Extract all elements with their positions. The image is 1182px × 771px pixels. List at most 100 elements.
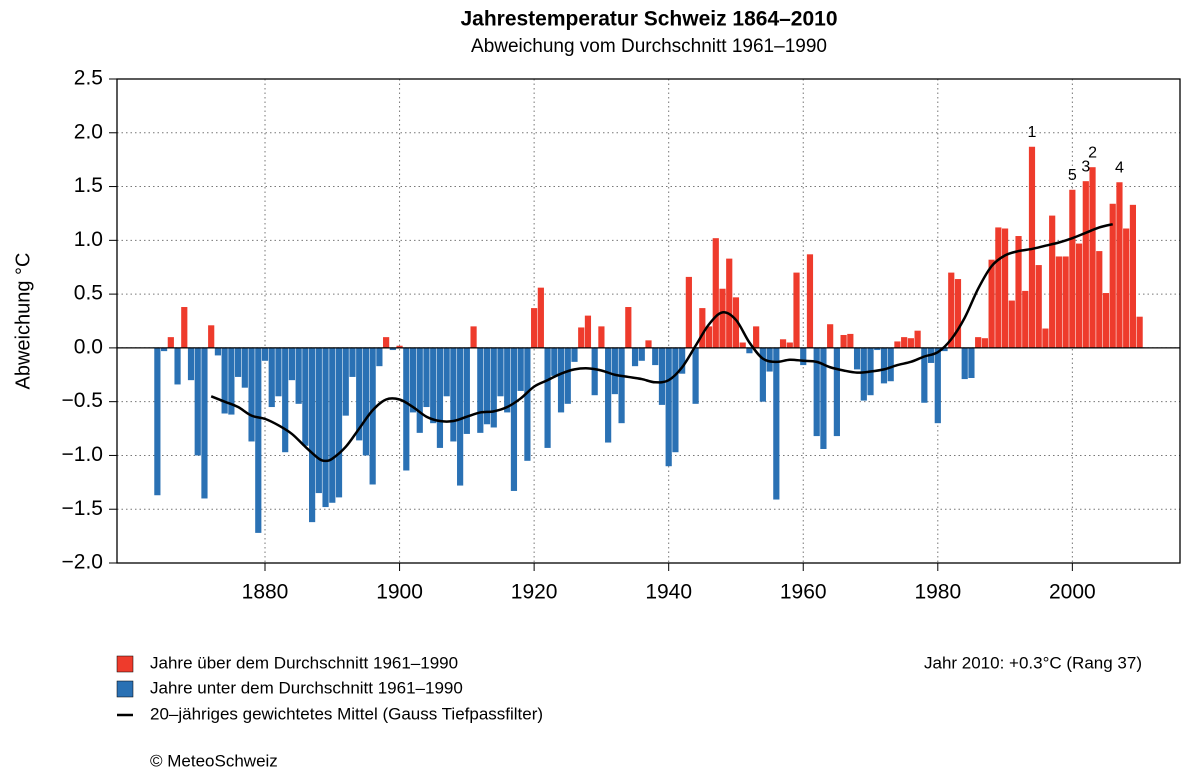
bar: [746, 347, 753, 354]
bar: [705, 326, 713, 348]
bar: [773, 347, 780, 500]
bar: [1049, 215, 1056, 348]
bar: [598, 326, 605, 348]
bar: [672, 347, 679, 453]
bar: [524, 347, 531, 461]
y-tick-label: −1.0: [62, 443, 103, 466]
bar: [685, 276, 692, 348]
bar: [968, 347, 975, 379]
bar: [840, 334, 847, 348]
legend-label: 20–jähriges gewichtetes Mittel (Gauss Ti…: [150, 704, 543, 723]
bar: [463, 347, 470, 434]
bar: [261, 347, 269, 361]
bar: [423, 347, 430, 408]
bar: [1001, 228, 1009, 348]
bar: [531, 308, 538, 348]
bar: [376, 347, 383, 367]
bar: [699, 308, 706, 348]
credit: © MeteoSchweiz: [150, 751, 278, 770]
bar: [860, 347, 867, 401]
bar: [161, 347, 168, 352]
bar: [181, 307, 188, 348]
y-tick-label: −0.5: [62, 389, 103, 412]
bar: [154, 347, 161, 496]
bar: [208, 325, 215, 348]
x-tick-label: 1980: [914, 581, 961, 604]
bar: [275, 347, 282, 397]
bar: [726, 258, 733, 348]
bar: [1129, 204, 1136, 348]
bar: [1109, 203, 1116, 348]
bar: [961, 347, 968, 380]
x-tick-label: 1960: [780, 581, 827, 604]
bar: [430, 347, 437, 424]
bar: [571, 347, 578, 362]
bar: [470, 326, 477, 348]
chart-subtitle: Abweichung vom Durchschnitt 1961–1990: [471, 36, 827, 57]
x-tick-label: 1940: [645, 581, 692, 604]
bar: [221, 347, 228, 414]
bar: [335, 347, 343, 498]
y-tick-label: −2.0: [62, 551, 103, 574]
bar: [732, 297, 740, 348]
bar: [349, 347, 356, 377]
bar: [174, 347, 181, 385]
bar: [477, 347, 484, 433]
x-tick-label: 1920: [511, 581, 558, 604]
bar: [786, 342, 793, 348]
bar: [282, 347, 289, 453]
bar: [578, 327, 585, 348]
bar: [1055, 256, 1062, 348]
bar: [557, 347, 565, 413]
bar: [800, 347, 807, 366]
bar: [853, 347, 861, 370]
bar: [342, 347, 349, 416]
rank-label: 1: [1028, 124, 1037, 141]
bar: [564, 347, 571, 404]
bar: [995, 227, 1002, 348]
y-axis-label: Abweichung °C: [12, 253, 34, 390]
bar: [793, 272, 800, 348]
x-tick-label: 2000: [1049, 581, 1096, 604]
bar: [827, 324, 834, 348]
bar: [369, 347, 376, 485]
rank-label: 3: [1081, 158, 1090, 175]
bar: [1022, 290, 1029, 348]
bar: [948, 272, 955, 348]
bar: [1116, 182, 1123, 348]
bar: [975, 337, 982, 348]
x-tick-label: 1900: [376, 581, 423, 604]
bar: [847, 333, 854, 348]
bar: [403, 347, 410, 471]
bar: [517, 347, 524, 391]
rank-label: 4: [1115, 159, 1124, 176]
bar: [914, 330, 921, 348]
bar: [739, 342, 746, 348]
bar: [934, 347, 941, 424]
bar: [167, 337, 174, 348]
bar: [416, 347, 423, 433]
bar: [652, 347, 659, 366]
bar: [187, 347, 195, 381]
bar: [1042, 328, 1049, 348]
bar: [510, 347, 518, 491]
y-tick-label: 0.0: [74, 335, 103, 358]
bar: [753, 326, 760, 348]
bar: [268, 347, 275, 408]
bar: [214, 347, 222, 356]
legend-label: Jahre über dem Durchschnitt 1961–1990: [150, 653, 458, 672]
bar: [288, 347, 296, 381]
bar: [1028, 146, 1036, 348]
bar: [436, 347, 444, 448]
bar: [638, 347, 645, 361]
bar: [618, 347, 625, 424]
bar: [483, 347, 491, 425]
bar: [383, 337, 390, 348]
bar: [591, 347, 598, 396]
bar: [1082, 181, 1089, 348]
bar: [329, 347, 336, 503]
bar: [874, 347, 881, 351]
bar: [1069, 189, 1076, 348]
legend-swatch: [116, 680, 134, 698]
